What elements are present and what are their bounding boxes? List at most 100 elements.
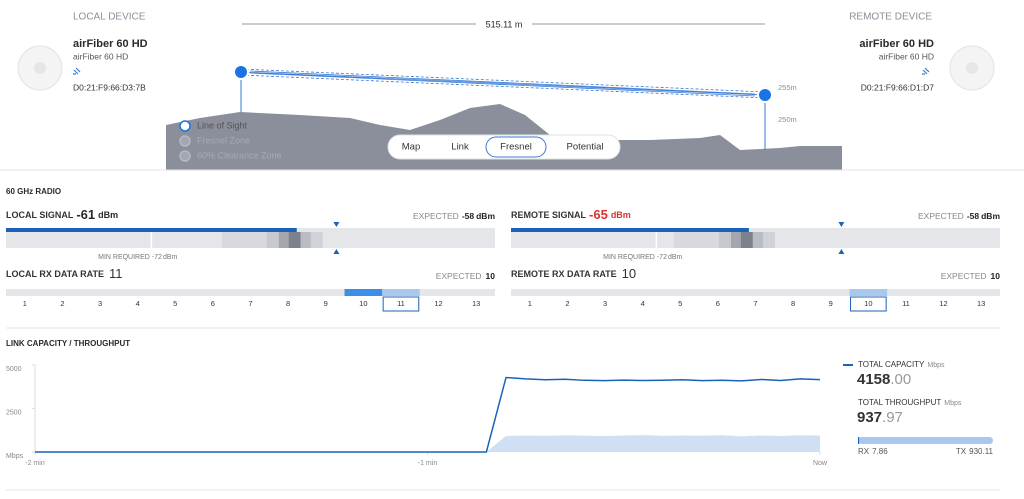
tab[interactable]: Fresnel — [500, 142, 532, 153]
rate-label: 3 — [603, 299, 607, 308]
signal-fill — [511, 228, 749, 232]
expected-value: -58 — [967, 211, 980, 221]
legend-label: 60% Clearance Zone — [197, 150, 282, 160]
rate-label: 12 — [434, 299, 442, 308]
rate-label: 4 — [641, 299, 645, 308]
legend-name: TOTAL THROUGHPUT — [858, 398, 941, 407]
throughput-chart: Mbps 2500 5000 -2 min -1 min Now TOTAL CAPACIT… — [6, 360, 994, 467]
total-value: 4158.00 — [857, 371, 911, 388]
x-tick-label: Now — [813, 460, 828, 467]
signal-shade — [673, 232, 719, 248]
signal-part: dBm — [611, 210, 631, 220]
legend-label: Line of Sight — [197, 120, 248, 130]
min-value: -72 — [152, 254, 162, 261]
expected: EXPECTED -58 dBm — [918, 211, 1000, 221]
legend-unit: Mbps — [944, 400, 962, 407]
signal-shade — [278, 232, 291, 248]
remote-device-led — [966, 62, 978, 74]
tab[interactable]: Map — [402, 142, 420, 153]
rate-label: 5 — [678, 299, 682, 308]
local-endpoint — [233, 64, 249, 80]
rate-label: 3 — [98, 299, 102, 308]
rate-label: 5 — [173, 299, 177, 308]
rx-expected: EXPECTED 10 — [436, 271, 496, 281]
total-value: 937.97 — [857, 409, 903, 426]
signal-shade — [288, 232, 301, 248]
expected-label: EXPECTED — [413, 211, 459, 221]
rate-label: 7 — [248, 299, 252, 308]
rx-value: 10 — [622, 266, 636, 281]
signal-label: LOCAL SIGNAL -61 dBm — [6, 207, 118, 222]
expected-marker — [838, 222, 845, 227]
rate-label: 4 — [136, 299, 140, 308]
expected-label: EXPECTED — [436, 271, 482, 281]
min-label: MIN REQUIRED — [98, 254, 150, 261]
rx-title: LOCAL RX DATA RATE — [6, 269, 104, 279]
y-tick-label: Mbps — [6, 453, 24, 460]
rxtx-track — [858, 437, 993, 444]
legend-label: Fresnel Zone — [197, 135, 250, 145]
rate-label: 10 — [864, 299, 872, 308]
y-tick-label: 5000 — [6, 366, 22, 373]
rx-share — [858, 437, 860, 444]
y-tick-label: 2500 — [6, 409, 22, 416]
x-tick-label: -2 min — [25, 460, 45, 467]
legend-label: TOTAL CAPACITY Mbps — [858, 360, 945, 369]
remote-model: airFiber 60 HD — [879, 51, 934, 61]
rx-label: RX — [858, 447, 870, 456]
signal-shade — [266, 232, 279, 248]
remote-endpoint — [757, 87, 773, 103]
signal-part: -61 — [76, 207, 95, 222]
view-tabs: Map Link Fresnel Potential — [387, 134, 621, 160]
expected-value: 10 — [486, 271, 496, 281]
remote-signal-icon — [922, 67, 930, 75]
expected-marker — [333, 249, 340, 254]
current-rate-box — [850, 296, 887, 312]
rate-label: 12 — [939, 299, 947, 308]
rx-expected: EXPECTED 10 — [941, 271, 1001, 281]
local-device-led — [34, 62, 46, 74]
tab[interactable]: Potential — [567, 142, 604, 153]
local-heading: LOCAL DEVICE — [73, 12, 146, 23]
signal-part: LOCAL SIGNAL — [6, 210, 74, 220]
rx-value: 7.86 — [872, 447, 888, 456]
local-name: airFiber 60 HD — [73, 38, 148, 50]
expected-unit: dBm — [981, 211, 1000, 221]
rate-label: 9 — [324, 299, 328, 308]
series-area — [35, 435, 820, 452]
rate-label: 10 — [359, 299, 367, 308]
signal-label: REMOTE SIGNAL -65 dBm — [511, 207, 631, 222]
radio-heading: 60 GHz RADIO — [6, 187, 61, 196]
min-required: MIN REQUIRED -72dBm — [603, 254, 682, 261]
min-label: MIN REQUIRED — [603, 254, 655, 261]
signal-fill — [6, 228, 297, 232]
rate-label: 11 — [397, 299, 405, 308]
local-model: airFiber 60 HD — [73, 51, 128, 61]
tab[interactable]: Link — [451, 142, 469, 153]
series-line — [35, 376, 821, 453]
expected-label: EXPECTED — [941, 271, 987, 281]
expected-value: 10 — [991, 271, 1001, 281]
rate-label: 1 — [23, 299, 27, 308]
fresnel-legend: Line of Sight Fresnel Zone 60% Clearance Z… — [179, 120, 282, 162]
signal-part: -65 — [589, 207, 608, 222]
rx-label: REMOTE RX DATA RATE 10 — [511, 266, 636, 281]
x-tick-label: -1 min — [418, 460, 438, 467]
remote-name: airFiber 60 HD — [859, 38, 934, 50]
rate-label: 2 — [60, 299, 64, 308]
signal-shade — [300, 232, 313, 248]
legend-name: TOTAL CAPACITY — [858, 360, 925, 369]
legend-unit: Mbps — [927, 362, 945, 369]
expected-rate-cell — [344, 289, 383, 296]
chart-title: LINK CAPACITY / THROUGHPUT — [6, 339, 130, 348]
tx-value: 930.11 — [969, 447, 993, 456]
expected-label: EXPECTED — [918, 211, 964, 221]
legend-swatch — [179, 135, 191, 147]
current-rate-cell — [382, 289, 420, 296]
legend-label: TOTAL THROUGHPUT Mbps — [858, 398, 962, 407]
elevation-label: 255m — [778, 83, 797, 92]
elevation-label: 250m — [778, 115, 797, 124]
rate-label: 11 — [902, 299, 910, 308]
